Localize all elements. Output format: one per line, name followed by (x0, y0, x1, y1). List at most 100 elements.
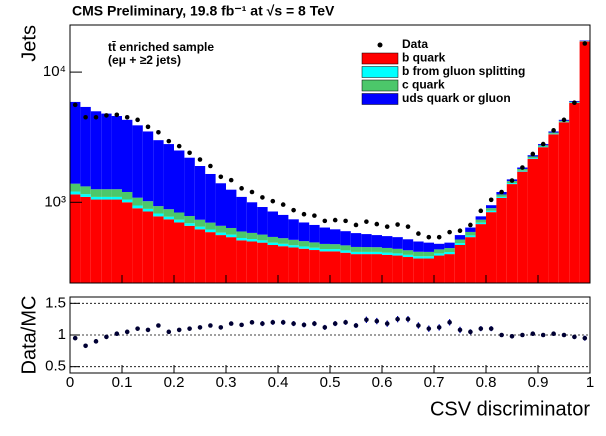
histogram-bar (288, 239, 299, 246)
histogram-bar (548, 132, 559, 134)
histogram-bar (486, 208, 497, 211)
histogram-bar (298, 248, 310, 283)
ratio-point (353, 323, 359, 328)
histogram-bar (392, 248, 403, 254)
ratio-point (322, 325, 328, 330)
histogram-bar (309, 224, 320, 243)
histogram-bar (371, 254, 382, 283)
ratio-point (364, 317, 369, 323)
ratio-point (166, 329, 172, 335)
histogram-bar (475, 224, 486, 283)
histogram-bar (309, 247, 320, 251)
data-point (291, 207, 296, 213)
histogram-bar (444, 242, 455, 249)
histogram-bar (309, 242, 320, 248)
data-point (395, 222, 400, 227)
data-point (488, 197, 494, 203)
histogram-bar (163, 144, 174, 210)
histogram-bar (215, 235, 226, 283)
data-point (457, 228, 463, 234)
annotation: (eμ + ≥2 jets) (108, 53, 181, 67)
histogram-bar (330, 251, 341, 283)
legend-swatch (361, 79, 399, 92)
data-point (124, 114, 130, 120)
histogram-bar (205, 229, 216, 233)
ratio-point (530, 331, 536, 337)
histogram-bar (205, 232, 216, 283)
legend-marker (377, 42, 383, 48)
histogram-bar (122, 119, 133, 192)
histogram-bar (361, 234, 372, 248)
histogram-bar (174, 150, 185, 213)
data-point (436, 234, 442, 240)
ratio-point (104, 334, 109, 340)
histogram-bar (392, 253, 403, 256)
data-point (83, 114, 88, 120)
histogram-bar (434, 249, 445, 254)
legend-label: c quark (402, 78, 445, 92)
data-point (353, 222, 359, 228)
histogram-bar (101, 199, 112, 283)
histogram-bar (475, 216, 486, 220)
y-tick-label: 1.5 (45, 294, 66, 311)
histogram-bar (205, 222, 216, 230)
ratio-point (426, 326, 432, 331)
legend-swatch (361, 66, 399, 78)
data-point (114, 112, 120, 118)
ratio-point (488, 326, 494, 331)
plot-frame (69, 296, 591, 374)
histogram-bar (475, 222, 486, 225)
histogram-bar (496, 194, 507, 197)
histogram-bar (361, 254, 372, 283)
ratio-point (208, 323, 213, 328)
histogram-bar (413, 256, 424, 259)
legend-label: b from gluon splitting (402, 64, 525, 78)
histogram-bar (90, 111, 102, 190)
histogram-bar (70, 183, 81, 192)
ratio-point (416, 323, 421, 328)
histogram-bar (257, 240, 268, 243)
histogram-bar (163, 209, 174, 217)
ratio-point (582, 335, 588, 341)
data-point (509, 178, 515, 183)
data-point (520, 165, 525, 170)
y-tick-label: 0.5 (45, 358, 66, 375)
ratio-point (218, 325, 224, 330)
histogram-bar (70, 194, 81, 283)
histogram-bar (194, 229, 206, 283)
histogram-bar (423, 251, 434, 257)
histogram-bar (538, 147, 549, 283)
histogram-bar (517, 170, 528, 172)
data-point (447, 229, 452, 235)
x-tick-label: 0.2 (164, 374, 185, 391)
histogram-bar (454, 244, 466, 283)
histogram-bar (163, 219, 174, 283)
ratio-point (343, 320, 348, 325)
histogram-bar (444, 254, 455, 283)
histogram-bar (236, 237, 247, 241)
histogram-bar (465, 237, 476, 283)
x-tick-label: 0.6 (372, 374, 393, 391)
histogram-bar (434, 243, 445, 250)
ratio-point (197, 325, 203, 330)
histogram-bar (194, 166, 206, 220)
ratio-point (260, 321, 265, 326)
data-point (582, 41, 588, 46)
histogram-bar (465, 227, 476, 232)
ratio-point (156, 323, 161, 328)
histogram-bar (319, 249, 330, 252)
histogram-bar (278, 246, 289, 283)
histogram-bar (413, 241, 424, 252)
ratio-point (384, 321, 390, 326)
data-point (270, 198, 276, 204)
ratio-point (312, 321, 317, 326)
x-tick-label: 0.4 (268, 374, 289, 391)
data-point (312, 213, 317, 218)
histogram-bar (267, 211, 278, 237)
histogram-bar (548, 134, 559, 283)
ratio-point (176, 327, 182, 333)
histogram-bar (298, 246, 310, 249)
histogram-bar (246, 239, 258, 242)
histogram-bar (402, 254, 414, 258)
data-point (166, 138, 172, 144)
